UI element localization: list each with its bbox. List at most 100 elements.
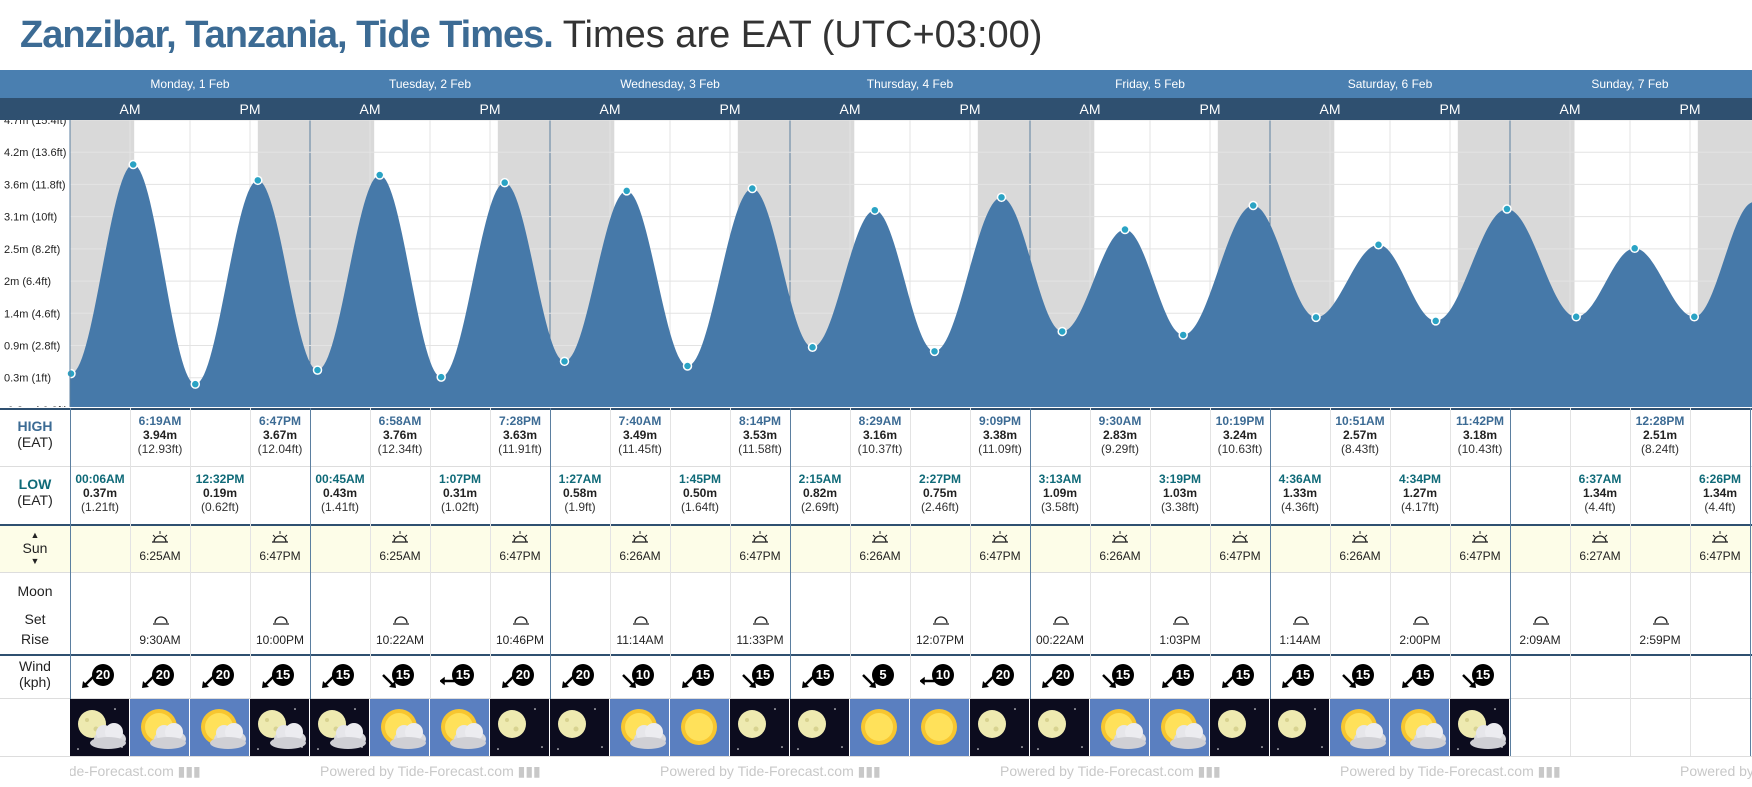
y-tick-label: 2m (6.4ft) [4,276,51,288]
tide-point [1178,330,1188,340]
sun-cloud-icon [190,699,249,756]
row-divider [0,756,1752,757]
moon-icon [632,612,650,626]
moon-icon [1052,612,1070,626]
table-column-line [910,408,911,756]
moon-cloud-icon [250,699,309,756]
y-tick-label: 3.6m (11.8ft) [4,179,66,191]
wind-arrow-icon [980,672,998,690]
footer-text: Powered by Tide-Forecast.com ▮▮▮ [1000,763,1221,779]
tide-point [870,205,880,215]
table-column-line [130,408,131,756]
table-column-line [970,408,971,756]
table-column-line [1210,408,1211,756]
ampm-header-bar: AM PM AM PM AM PM AM PM AM PM AM PM AM PM [0,98,1752,120]
moon-icon [272,612,290,626]
wind-speed-badge: 20 [512,664,534,686]
table-column-line [1390,408,1391,756]
wind-speed-badge: 20 [212,664,234,686]
high-tide-cell: 11:42PM 3.18m (10.43ft) [1455,414,1505,456]
moon-time: 10:00PM [255,633,305,647]
row-divider [0,698,1752,699]
wind-speed-badge: 15 [1172,664,1194,686]
moon-icon [550,699,609,756]
low-tide-cell: 3:13AM 1.09m (3.58ft) [1038,472,1082,514]
wind-speed-badge: 15 [392,664,414,686]
tide-point [1057,326,1067,337]
moon-time: 2:09AM [1519,633,1561,647]
wind-speed-badge: 15 [1472,664,1494,686]
sunrise-icon [390,530,410,544]
wind-speed-badge: 15 [272,664,294,686]
high-row [0,408,1752,466]
tide-point [621,186,632,196]
am-label: AM [359,101,381,117]
wind-arrow-icon [439,672,458,690]
wind-arrow-icon [500,672,518,690]
wind-speed-badge: 20 [92,664,114,686]
tide-point [1373,240,1384,250]
sun-cloud-icon [1390,699,1449,756]
wind-arrow-icon [200,672,218,690]
location-title: Zanzibar, Tanzania, Tide Times. [20,14,554,56]
tide-point [128,159,138,170]
wind-arrow-icon [1040,672,1058,690]
tide-point [1311,312,1321,323]
moon-time: 1:03PM [1159,633,1201,647]
tide-point [1689,312,1700,322]
wind-label: Wind (kph) [19,658,51,690]
sun-cloud-icon [130,699,189,756]
am-label: AM [1559,101,1581,117]
table-column-line [250,408,251,756]
wind-speed-badge: 15 [1412,664,1434,686]
sun-time: 6:25AM [379,549,421,563]
day-label: Thursday, 4 Feb [866,77,954,91]
wind-arrow-icon [560,672,578,690]
high-tide-cell: 9:09PM 3.38m (11.09ft) [978,414,1022,456]
tide-point [374,170,385,180]
moon-time: 10:46PM [495,633,545,647]
wind-speed-badge: 20 [1052,664,1074,686]
tide-point [996,192,1007,203]
sunset-icon [1470,530,1490,544]
moon-icon [490,699,549,756]
footer-text: Powered by Tide-Forecast.com ▮▮▮ [1340,763,1561,779]
day-header-bar: Monday, 1 Feb Tuesday, 2 Feb Wednesday, 3 … [0,70,1752,98]
page-title: Zanzibar, Tanzania, Tide Times. Times ar… [20,10,1042,60]
table-column-line [1750,408,1751,756]
wind-speed-badge: 15 [1292,664,1314,686]
wind-speed-badge: 20 [992,664,1014,686]
moon-icon [512,612,530,626]
low-tide-cell: 1:45PM 0.50m (1.64ft) [678,472,722,514]
wind-arrow-icon [740,672,758,690]
pm-label: PM [479,101,501,117]
low-tide-cell: 2:27PM 0.75m (2.46ft) [918,472,962,514]
pm-label: PM [239,101,261,117]
tide-point [559,356,570,367]
am-label: AM [839,101,861,117]
day-label: Tuesday, 2 Feb [388,77,472,91]
table-column-line [670,408,671,756]
moon-icon [1172,612,1190,626]
wind-arrow-icon [680,672,698,690]
y-tick-label: 2.5m (8.2ft) [4,244,60,256]
moon-rise-label: Rise [20,631,49,647]
timezone-note: Times are EAT (UTC+03:00) [562,14,1043,56]
sunrise-icon [150,530,170,544]
sun-time: 6:26AM [1099,549,1141,563]
table-column-line [1690,408,1691,756]
low-tide-cell: 2:15AM 0.82m (2.69ft) [798,472,842,514]
y-tick-label: 4.7m (15.4ft) [4,120,66,127]
wind-arrow-icon [320,672,338,690]
sun-time: 6:47PM [259,549,301,563]
moon-time: 9:30AM [139,633,181,647]
tide-point [1120,224,1130,235]
wind-speed-badge: 20 [572,664,594,686]
low-tide-cell: 00:45AM 0.43m (1.41ft) [315,472,365,514]
moon-icon [1270,699,1329,756]
am-label: AM [1079,101,1101,117]
table-column-line [1330,408,1331,756]
wind-speed-badge: 5 [872,664,894,686]
day-label: Sunday, 7 Feb [1591,77,1669,91]
day-label: Saturday, 6 Feb [1347,77,1433,91]
